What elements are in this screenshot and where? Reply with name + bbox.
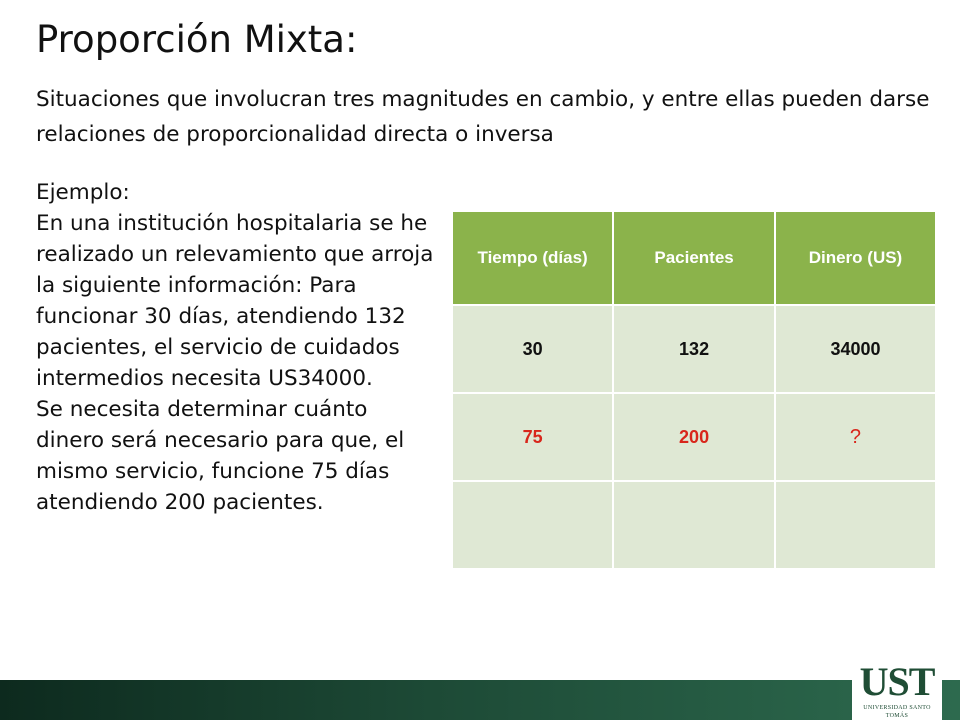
table-row (450, 480, 938, 570)
slide-subtitle: Situaciones que involucran tres magnitud… (36, 87, 930, 147)
cell-tiempo: 75 (450, 392, 615, 482)
logo-text: UST (859, 659, 936, 704)
header-pacientes: Pacientes (612, 210, 776, 306)
example-paragraph-2: Se necesita determinar cuánto dinero ser… (36, 397, 405, 515)
cell-pacientes: 200 (612, 392, 776, 482)
table-row: 75 200 ? (450, 392, 938, 482)
cell-dinero-unknown: ? (773, 392, 938, 482)
example-label: Ejemplo: (36, 180, 130, 205)
logo-subtext: UNIVERSIDAD SANTO TOMÁS (863, 705, 931, 719)
slide-title: Proporción Mixta: (36, 18, 358, 61)
cell-pacientes: 132 (612, 304, 776, 394)
header-dinero: Dinero (US) (773, 210, 938, 306)
proportion-table: Tiempo (días) Pacientes Dinero (US) 30 1… (450, 210, 938, 570)
example-paragraph-1: En una institución hospitalaria se he re… (36, 211, 434, 391)
cell-empty (450, 480, 615, 570)
footer-bar (0, 680, 960, 720)
cell-tiempo: 30 (450, 304, 615, 394)
cell-dinero: 34000 (773, 304, 938, 394)
cell-empty (612, 480, 776, 570)
example-text: Ejemplo: En una institución hospitalaria… (36, 177, 436, 518)
cell-empty (773, 480, 938, 570)
table-row: 30 132 34000 (450, 304, 938, 394)
header-tiempo: Tiempo (días) (450, 210, 615, 306)
ust-logo: UST UNIVERSIDAD SANTO TOMÁS (852, 660, 942, 720)
table-header-row: Tiempo (días) Pacientes Dinero (US) (450, 210, 938, 306)
